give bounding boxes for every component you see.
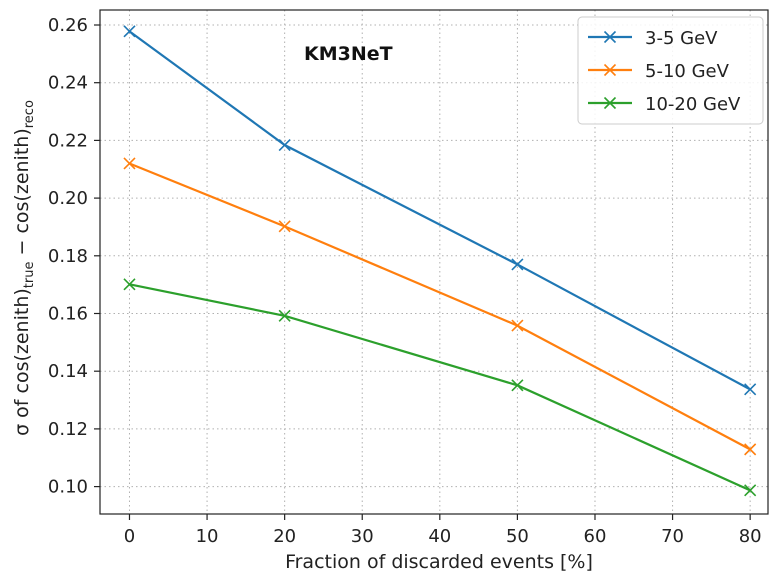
- y-tick-label: 0.10: [48, 477, 88, 498]
- grid-lines: [100, 10, 768, 514]
- x-tick-label: 80: [739, 526, 762, 547]
- series-line: [128, 30, 751, 391]
- x-tick-label: 50: [506, 526, 529, 547]
- y-tick-label: 0.24: [48, 73, 88, 94]
- x-tick-label: 30: [351, 526, 374, 547]
- y-axis-label: σ of cos(zenith)true − cos(zenith)reco: [11, 100, 37, 436]
- data-point-marker: [511, 319, 524, 332]
- x-tick-label: 10: [196, 526, 219, 547]
- data-point-marker: [123, 157, 136, 170]
- chart-annotation: KM3NeT: [304, 43, 393, 65]
- series-line: [129, 283, 751, 492]
- legend-marker: [603, 96, 617, 110]
- data-point-marker: [511, 379, 524, 392]
- x-tick-label: 40: [428, 526, 451, 547]
- y-tick-label: 0.12: [48, 419, 88, 440]
- legend-marker: [603, 63, 617, 77]
- legend-marker: [603, 30, 617, 44]
- x-tick-label: 60: [584, 526, 607, 547]
- legend: 3-5 GeV 5-10 GeV 10-20 GeV: [577, 16, 764, 125]
- y-axis-label-middle: − cos(zenith): [11, 128, 33, 261]
- y-axis-label-sub-reco: reco: [22, 100, 37, 128]
- series-line: [129, 162, 751, 451]
- y-tick-label: 0.18: [48, 246, 88, 267]
- x-axis-label: Fraction of discarded events [%]: [285, 551, 593, 572]
- data-point-marker: [511, 258, 524, 271]
- y-tick-label: 0.14: [48, 361, 88, 382]
- data-point-marker: [744, 383, 757, 396]
- legend-label: 3-5 GeV: [645, 28, 718, 49]
- data-point-marker: [278, 138, 291, 152]
- y-axis-label-sub-true: true: [22, 262, 37, 289]
- y-tick-label: 0.22: [48, 130, 88, 151]
- legend-box: [577, 16, 764, 125]
- y-axis-label-prefix: σ of cos(zenith): [11, 288, 33, 436]
- axis-ticks: 0 10 20 30 40 50 60 70 80 0.10 0.12 0.14 0.16 0.18 0.2…: [48, 15, 762, 547]
- data-point-marker: [123, 25, 136, 38]
- data-point-marker: [744, 443, 757, 456]
- x-tick-label: 0: [124, 526, 135, 547]
- plot-frame: [99, 9, 769, 515]
- plot-series: [123, 25, 757, 497]
- data-point-marker: [278, 220, 291, 233]
- x-tick-label: 20: [273, 526, 296, 547]
- x-tick-label: 70: [661, 526, 684, 547]
- data-point-marker: [123, 278, 136, 291]
- legend-label: 10-20 GeV: [645, 94, 741, 115]
- legend-label: 5-10 GeV: [645, 61, 730, 82]
- y-tick-label: 0.26: [48, 15, 88, 36]
- data-point-marker: [278, 309, 291, 322]
- data-point-marker: [744, 484, 757, 497]
- y-tick-label: 0.20: [48, 188, 88, 209]
- y-tick-label: 0.16: [48, 303, 88, 324]
